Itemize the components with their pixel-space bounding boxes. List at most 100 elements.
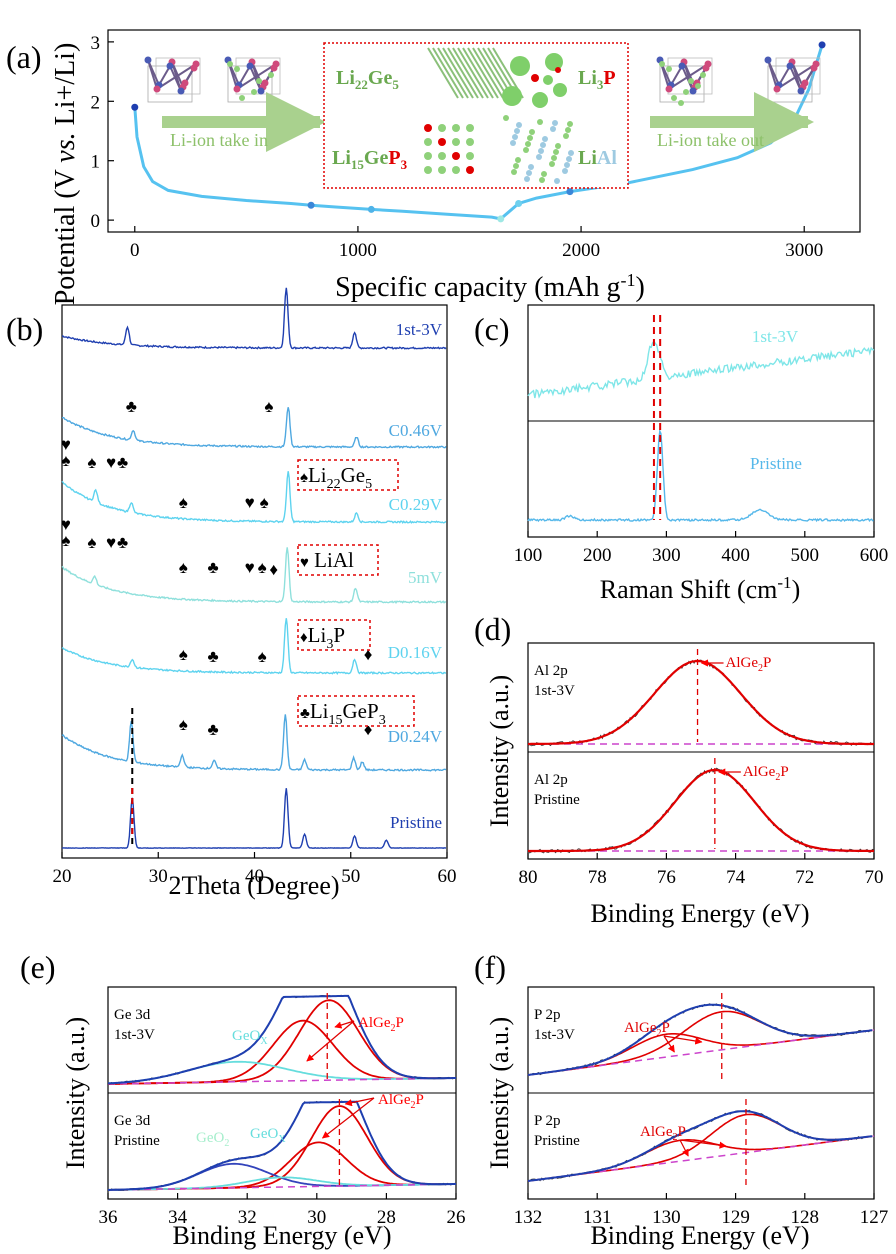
atom [810,64,818,72]
panel-d-ylabel: Intensity (a.u.) [485,675,514,827]
panel-a: (a) 0 1000 2000 3000 0 1 2 3 Potential (V vs. L… [6,29,861,305]
lial-atom [524,176,530,182]
phase-box [323,42,629,189]
fit-label-sub: 2 [673,1132,678,1143]
li3p-atom [543,75,553,85]
panel-c-label: (c) [474,311,510,347]
xps-raw [527,767,875,854]
x-tick-label: 3000 [785,240,823,261]
xrd-curve-Pristine [61,788,447,849]
xps-sub-label: P 2p [534,1113,561,1129]
xps-tick-label: 36 [99,1207,118,1228]
phase-marker: ♥ [106,533,116,552]
li22ge5-lattice [462,47,494,99]
xrd-curve-D0.24V [61,714,447,772]
phase-structure-art [424,47,574,184]
component-label-sub: X [278,1134,286,1145]
panel-e-plot: GeOX AlGe2P Ge 3d 1st-3V GeO2 GeOX AlGe2P Ge 3d… [107,993,457,1192]
lial-atom [528,164,534,170]
legend-text-part: GeP [343,699,379,723]
phase-marker: ♣ [117,533,128,552]
atom [246,62,254,70]
xps-component [108,999,456,1085]
curve-marker [818,41,826,49]
li-atom [683,89,689,95]
c-tick-label: 500 [791,545,820,566]
atom [773,85,781,93]
lial-atom [529,129,535,135]
atom [166,62,174,70]
panel-f-label: (f) [474,949,506,985]
li3p-atom [510,56,530,76]
li-atom [227,61,233,67]
li3p-atom [502,86,522,106]
phase-marker: ♠ [179,645,188,664]
lial-atom [516,122,522,128]
capacity-curve-charge [499,44,824,221]
li15gep3-atom [438,152,446,160]
lial-atom [563,133,569,139]
li15gep3-atom [466,138,474,146]
phase-marker: ♠ [179,493,188,512]
phase-marker: ♣ [208,558,219,577]
phase-li22ge5: Li22Ge5 [336,67,399,92]
take-in-label: Li-ion take in [170,130,268,150]
c-tick-label: 300 [652,545,681,566]
panel-e-ticks: 36 34 32 30 28 26 [99,1193,466,1228]
fit-arrow [306,1020,355,1062]
li15gep3-atom [438,166,446,174]
crystal-pristine-left [144,56,201,103]
li15gep3-atom [424,124,432,132]
phase-marker: ♣ [126,397,137,416]
xps-tick-label: 129 [721,1207,750,1228]
bond [171,61,182,92]
x-tick-label: 2000 [562,240,600,261]
panel-a-plot [131,41,826,223]
lial-atom [514,128,520,134]
lial-atom [566,156,572,162]
panel-d-plot: AlGe2P Al 2p 1st-3V AlGe2P Al 2p Pristine [527,649,875,854]
phase-marker: ♥ [61,515,71,534]
component-label-sub: X [260,1036,268,1047]
atom [270,64,278,72]
xps-background [527,1135,875,1182]
fit-label-sub: 2 [657,1028,662,1039]
xps-envelope [107,994,456,1085]
li22ge5-lattice [447,47,479,99]
panel-d-xlabel: Binding Energy (eV) [590,899,809,928]
phase-marker: ♥ [61,435,71,454]
li-atom [234,66,240,72]
bond [791,61,802,92]
raman-curve-pristine [527,428,874,523]
lial-atom [511,169,517,175]
li15gep3-atom [452,138,460,146]
xps-tick-label: 132 [514,1207,543,1228]
phase-marker: ♠ [179,715,188,734]
phase-marker: ♠ [179,558,188,577]
xps-raw [107,994,457,1085]
xps-tick-label: 74 [726,867,746,888]
phase-marker: ♥ [245,493,255,512]
fit-arrow [344,1097,375,1107]
lial-atom [515,157,521,163]
li3p-atom [545,53,563,71]
phase-marker: ♠ [61,451,70,470]
xps-sub-label: Pristine [534,792,580,808]
lial-atom [503,115,509,121]
xps-component [527,1010,873,1076]
atom [233,85,241,93]
xps-sub-label: 1st-3V [114,1027,155,1043]
component-label: GeO2 [196,1130,229,1149]
lial-atom [539,177,545,183]
panel-e-label: (e) [20,949,56,985]
lial-atom [512,134,518,140]
lial-atom [540,142,546,148]
xps-sub-label: Ge 3d [114,1007,151,1023]
xrd-curve-C0.29V [61,471,447,525]
xps-sub-label: Al 2p [534,663,568,679]
xrd-curve-label: 1st-3V [396,320,443,339]
bond [251,61,262,92]
panel-e-xlabel: Binding Energy (eV) [172,1221,391,1250]
